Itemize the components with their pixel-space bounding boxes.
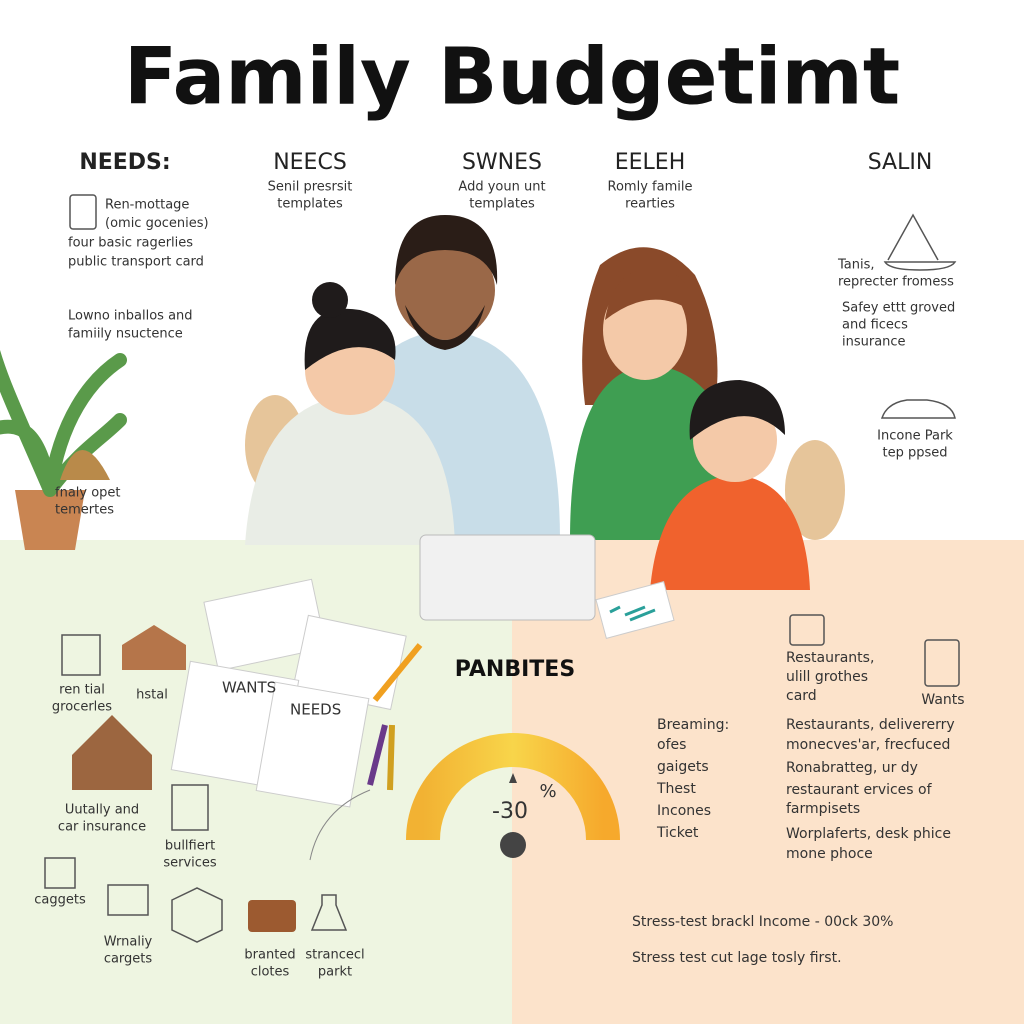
detail: Worplaferts, desk phice: [786, 826, 951, 842]
label: bullfiert: [165, 839, 215, 854]
label: Restaurants,: [786, 650, 874, 666]
label: ren tial: [59, 683, 105, 698]
column-heading: NEEDS:: [79, 150, 170, 175]
footer: Stress test cut lage tosly first.: [632, 950, 842, 966]
list-item: Thest: [656, 781, 696, 797]
label: templates: [277, 197, 343, 212]
label: reprecter fromess: [838, 275, 954, 290]
detail: mone phoce: [786, 846, 873, 862]
label: Ren-mottage: [105, 198, 189, 213]
paper-heading: NEEDS: [290, 701, 341, 719]
label: hstal: [136, 688, 168, 703]
label: insurance: [842, 335, 906, 350]
label: fnaly opet: [55, 486, 121, 501]
label: caggets: [34, 893, 86, 908]
detail: restaurant ervices of: [786, 782, 933, 798]
paper-heading: WANTS: [222, 679, 276, 697]
label: branted: [244, 948, 295, 963]
plant: [0, 349, 127, 550]
label: Add youn unt: [458, 180, 545, 195]
gauge-value: -30: [492, 799, 528, 824]
label: ulill grothes: [786, 669, 868, 685]
label: cargets: [104, 952, 153, 967]
label: Tanis,: [837, 258, 875, 273]
son: [650, 380, 810, 590]
label: temertes: [55, 503, 114, 518]
column-heading: SALIN: [868, 150, 933, 175]
label: tep ppsed: [882, 446, 947, 461]
title: Family Budgetimt: [124, 32, 900, 122]
icons: [44, 194, 960, 943]
detail: monecves'ar, frecfuced: [786, 737, 950, 753]
label: strancecl: [305, 948, 364, 963]
list-item: ofes: [657, 737, 686, 753]
column-heading: NEECS: [273, 150, 347, 175]
detail: Restaurants, delivererry: [786, 717, 955, 733]
label: (omic gocenies): [105, 216, 209, 231]
label: rearties: [625, 197, 675, 212]
column-heading: EELEH: [615, 150, 686, 175]
gauge: [406, 733, 620, 858]
label: Lowno inballos and: [68, 309, 193, 324]
label: parkt: [318, 965, 352, 980]
label: four basic ragerlies: [68, 236, 193, 251]
label: and ficecs: [842, 318, 908, 333]
label: services: [163, 856, 217, 871]
label: public transport card: [68, 255, 204, 270]
label: car insurance: [58, 820, 146, 835]
label: grocerles: [52, 700, 112, 715]
list-item: Ticket: [656, 825, 699, 841]
label: Senil presrsit: [268, 180, 353, 195]
section-heading: PANBITES: [455, 657, 575, 682]
footer: Stress-test brackl Income - 00ck 30%: [632, 914, 893, 930]
label: Safey ettt groved: [842, 301, 955, 316]
label: clotes: [251, 965, 290, 980]
daughter: [245, 282, 455, 545]
label: Incone Park: [877, 429, 953, 444]
column-heading: SWNES: [462, 150, 542, 175]
gauge-unit: %: [539, 781, 556, 802]
label: card: [786, 688, 817, 704]
papers: [170, 578, 675, 861]
chair: [785, 440, 845, 540]
label: Romly famile: [608, 180, 693, 195]
laptop: [419, 534, 596, 621]
label: famiily nsuctence: [68, 327, 183, 342]
label: Uutally and: [65, 803, 139, 818]
list-item: Incones: [657, 803, 711, 819]
list-item: gaigets: [657, 759, 709, 775]
label: Wants: [921, 692, 964, 708]
detail: Ronabratteg, ur dy: [786, 760, 918, 776]
label: Wrnaliy: [104, 935, 153, 950]
detail: farmpisets: [786, 801, 860, 817]
label: Breaming:: [657, 717, 729, 733]
label: templates: [469, 197, 535, 212]
